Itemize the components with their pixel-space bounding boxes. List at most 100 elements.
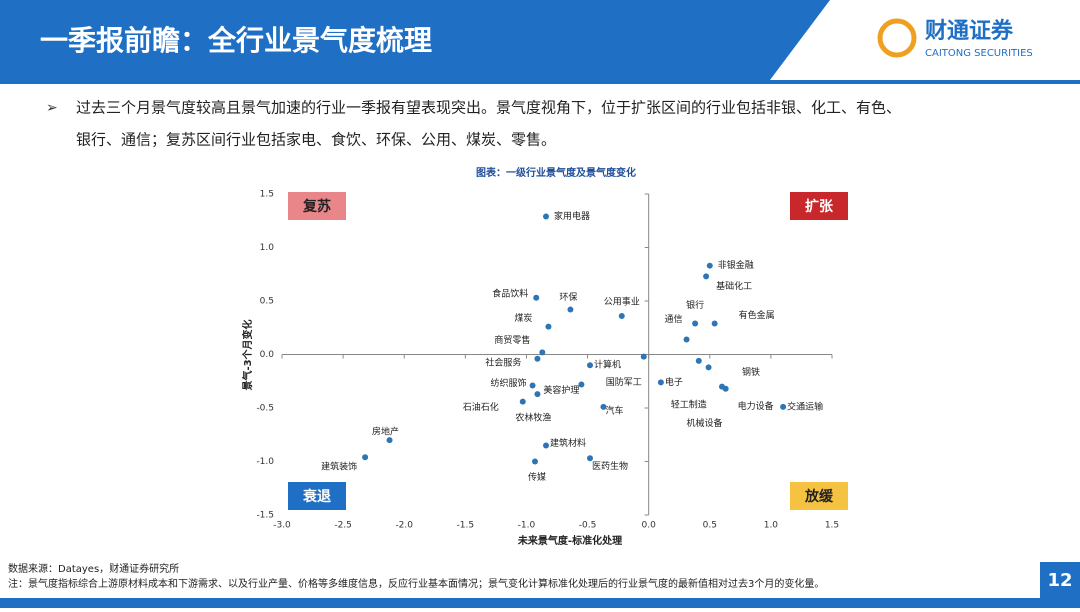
- x-tick-label: -2.0: [395, 521, 413, 531]
- data-point: [711, 320, 718, 327]
- point-label: 非银金融: [718, 259, 754, 271]
- point-label: 商贸零售: [494, 334, 530, 346]
- point-label: 房地产: [372, 426, 399, 438]
- point-label: 医药生物: [592, 460, 628, 472]
- quadrant-label: 复苏: [302, 198, 331, 215]
- data-point: [539, 349, 546, 356]
- x-tick-label: 1.0: [764, 521, 779, 531]
- x-tick-label: -1.5: [457, 521, 475, 531]
- x-tick-label: -2.5: [334, 521, 352, 531]
- quadrant-label: 扩张: [805, 198, 834, 215]
- y-tick-label: 0.5: [260, 297, 274, 307]
- bullet-text: 过去三个月景气度较高且景气加速的行业一季报有望表现突出。景气度视角下，位于扩张区…: [76, 99, 901, 117]
- y-tick-label: -1.0: [256, 457, 274, 467]
- data-point: [543, 442, 549, 449]
- y-tick-label: -0.5: [256, 404, 274, 414]
- data-point: [529, 382, 536, 389]
- x-axis-label: 未来景气度-标准化处理: [517, 534, 622, 547]
- x-tick-label: -0.5: [579, 521, 597, 531]
- data-point: [600, 403, 607, 410]
- data-point: [703, 273, 710, 280]
- y-tick-label: 0.0: [260, 350, 275, 360]
- quadrant-box: [790, 482, 848, 510]
- point-label: 石油石化: [463, 401, 499, 413]
- point-label: 计算机: [594, 359, 621, 371]
- data-point: [657, 379, 664, 386]
- point-label: 电子: [665, 376, 683, 388]
- data-point: [534, 355, 541, 362]
- point-label: 建筑装饰: [321, 461, 357, 473]
- x-tick-label: -3.0: [273, 521, 291, 531]
- data-point: [695, 357, 702, 364]
- footnote: 注：景气度指标综合上游原材料成本和下游需求、以及行业产量、价格等多维度信息，反应…: [8, 577, 824, 590]
- point-label: 社会服务: [485, 356, 521, 368]
- page-number: 12: [1047, 570, 1072, 591]
- point-label: 基础化工: [716, 280, 752, 292]
- x-tick-label: -1.0: [518, 521, 536, 531]
- quadrant-box: [790, 192, 848, 220]
- point-label: 食品饮料: [492, 287, 528, 299]
- point-label: 国防军工: [606, 376, 642, 388]
- logo-icon: [877, 18, 917, 58]
- point-label: 钢铁: [742, 366, 760, 378]
- page-number-box: [1040, 562, 1080, 598]
- data-point: [640, 353, 647, 360]
- data-point: [578, 381, 585, 388]
- quadrant-label: 衰退: [302, 488, 331, 505]
- source-note: 数据来源：Datayes，财通证券研究所: [8, 562, 179, 575]
- quadrant-box: [288, 192, 346, 220]
- y-axis-label: 景气-3个月变化: [241, 319, 254, 390]
- y-tick-label: -1.5: [256, 511, 274, 521]
- point-label: 汽车: [605, 404, 623, 416]
- data-point: [534, 391, 541, 398]
- point-label: 有色金属: [739, 309, 775, 321]
- point-label: 银行: [686, 299, 704, 311]
- point-label: 公用事业: [604, 295, 640, 307]
- chart-title: 图表：一级行业景气度及景气度变化: [476, 166, 636, 179]
- x-tick-label: 0.0: [642, 521, 657, 531]
- data-point: [722, 385, 729, 392]
- data-point: [705, 364, 712, 371]
- point-label: 建筑材料: [550, 437, 586, 449]
- point-label: 通信: [665, 313, 683, 325]
- header-rule: [0, 80, 1080, 84]
- header-band: [0, 0, 830, 80]
- data-point: [532, 458, 538, 465]
- point-label: 家用电器: [554, 210, 590, 222]
- point-label: 轻工制造: [671, 398, 707, 410]
- point-label: 煤炭: [514, 312, 532, 324]
- x-tick-label: 0.5: [703, 521, 717, 531]
- data-point: [692, 320, 699, 327]
- point-label: 机械设备: [687, 417, 723, 429]
- point-label: 环保: [559, 291, 577, 303]
- data-point: [362, 454, 369, 461]
- quadrant-box: [288, 482, 346, 510]
- footer-band: [0, 598, 1080, 608]
- data-point: [545, 323, 552, 330]
- x-tick-label: 1.5: [825, 521, 839, 531]
- y-tick-label: 1.5: [260, 190, 274, 200]
- data-point: [706, 262, 713, 269]
- data-point: [567, 306, 574, 313]
- point-label: 电力设备: [738, 400, 774, 412]
- data-point: [587, 455, 593, 462]
- logo-subtitle: CAITONG SECURITIES: [925, 48, 1033, 59]
- point-label: 农林牧渔: [515, 412, 551, 424]
- point-label: 传媒: [528, 471, 546, 483]
- data-point: [519, 398, 526, 405]
- data-point: [780, 403, 787, 410]
- y-tick-label: 1.0: [260, 243, 275, 253]
- point-label: 美容护理: [543, 384, 579, 396]
- quadrant-label: 放缓: [804, 488, 834, 505]
- bullet-text: 银行、通信；复苏区间行业包括家电、食饮、环保、公用、煤炭、零售。: [76, 131, 556, 149]
- point-label: 交通运输: [787, 400, 823, 412]
- bullet-marker: ➢: [46, 100, 58, 116]
- logo-name: 财通证券: [925, 18, 1014, 44]
- data-point: [683, 336, 690, 343]
- data-point: [386, 437, 393, 444]
- slide-title: 一季报前瞻：全行业景气度梳理: [40, 24, 432, 57]
- point-label: 纺织服饰: [491, 377, 527, 389]
- data-point: [533, 294, 540, 301]
